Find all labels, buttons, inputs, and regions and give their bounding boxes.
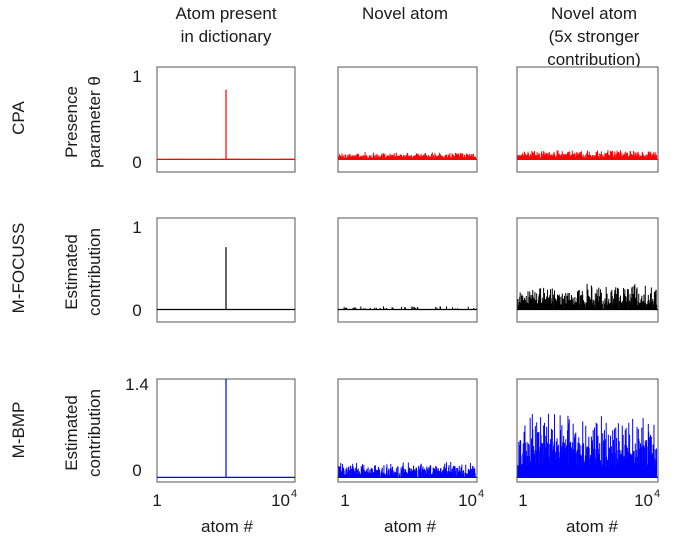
column-title-3-line-3: contribution) — [547, 50, 641, 69]
y-tick-label-row2-zero: 0 — [132, 301, 141, 320]
panel-m-focuss-col3 — [516, 217, 659, 323]
x-tick-label-col1-max-base: 10 — [271, 491, 290, 510]
panel-m-focuss-col2 — [337, 217, 478, 323]
panel-m-bmp-col1 — [156, 378, 296, 483]
panel-m-bmp-col2 — [337, 378, 478, 483]
column-title-1-line-1: Atom present — [175, 4, 276, 23]
y-axis-title-row1-line2: parameter θ — [85, 76, 104, 168]
x-tick-label-col2-min: 1 — [340, 491, 349, 510]
chart-panels — [156, 66, 659, 483]
row-labels: CPA M-FOCUSS M-BMP — [9, 100, 28, 458]
row-label-m-bmp: M-BMP — [9, 402, 28, 459]
x-tick-label-col2-max: 10 — [458, 491, 477, 510]
plot-frame — [337, 378, 478, 483]
x-axis-title-col3: atom # — [566, 517, 619, 536]
column-title-1-line-2: in dictionary — [181, 27, 272, 46]
row-label-cpa: CPA — [9, 100, 28, 134]
x-tick-label-col1-max-exp: 4 — [291, 488, 297, 500]
y-tick-label-row3-top: 1.4 — [125, 375, 149, 394]
panel-cpa-col1 — [156, 66, 296, 173]
x-tick-label-col3-min: 1 — [518, 491, 527, 510]
x-tick-label-col1-min: 1 — [152, 491, 161, 510]
panel-m-bmp-col3 — [516, 378, 659, 483]
x-axis-title-col1: atom # — [201, 517, 254, 536]
row-label-m-focuss: M-FOCUSS — [9, 223, 28, 314]
y-tick-label-row3-zero: 0 — [132, 461, 141, 480]
plot-frame — [337, 217, 478, 323]
x-tick-label-col1-max: 10 — [271, 491, 290, 510]
panel-cpa-col3 — [516, 66, 659, 173]
panel-cpa-col2 — [337, 66, 478, 173]
y-tick-label-row1-top: 1 — [132, 67, 141, 86]
y-axis-title-row3-line2: contribution — [85, 389, 104, 477]
x-tick-label-col3-max: 10 — [634, 491, 653, 510]
y-axis-title-row2-line1: Estimated — [62, 234, 81, 310]
x-tick-label-col2-max-base: 10 — [458, 491, 477, 510]
panel-m-focuss-col1 — [156, 217, 296, 323]
column-title-3-line-1: Novel atom — [551, 4, 637, 23]
x-axis-title-col2: atom # — [384, 517, 437, 536]
x-tick-label-col3-max-base: 10 — [634, 491, 653, 510]
y-axis-titles: Presence parameter θ Estimated contribut… — [62, 76, 104, 477]
y-axis-title-row2-line2: contribution — [85, 228, 104, 316]
y-axis-title-row3-line1: Estimated — [62, 395, 81, 471]
column-title-3-line-2: (5x stronger — [549, 27, 640, 46]
x-axis-titles: atom # atom # atom # — [201, 517, 619, 536]
y-tick-label-row1-zero: 0 — [132, 153, 141, 172]
y-tick-labels: 1 0 1 0 1.4 0 — [125, 67, 149, 480]
y-tick-label-row2-top: 1 — [132, 218, 141, 237]
x-tick-labels: 1 10 4 1 10 4 1 10 4 — [152, 488, 660, 510]
x-tick-label-col2-max-exp: 4 — [478, 488, 484, 500]
column-title-2: Novel atom — [362, 4, 448, 23]
y-axis-title-row1-line1: Presence — [62, 86, 81, 158]
x-tick-label-col3-max-exp: 4 — [654, 488, 660, 500]
column-titles: Atom present in dictionary Novel atom No… — [175, 4, 640, 69]
